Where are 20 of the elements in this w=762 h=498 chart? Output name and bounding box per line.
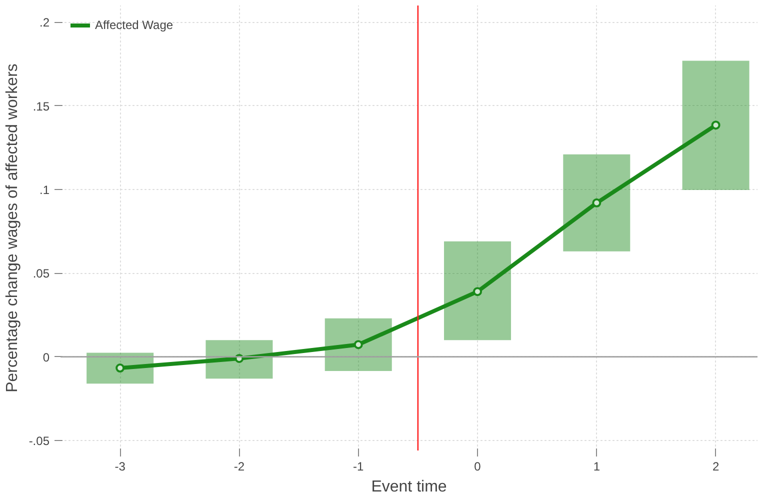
y-tick-label: -.05 [28, 434, 50, 448]
point [116, 364, 125, 373]
y-axis-title: Percentage change wages of affected workers [4, 64, 21, 392]
point [592, 198, 602, 208]
x-tick-label: 0 [474, 460, 482, 474]
x-tick-label: -2 [234, 460, 245, 474]
x-tick-label: -3 [114, 460, 126, 474]
y-tick-label: .15 [32, 99, 50, 114]
x-axis-title: Event time [371, 478, 447, 496]
point [711, 120, 720, 130]
y-tick-label: .1 [39, 183, 50, 198]
x-tick-label: -1 [353, 460, 364, 474]
x-tick-label: 1 [593, 460, 600, 474]
y-tick-label: .05 [32, 266, 50, 281]
point [354, 340, 363, 350]
legend-label: Affected Wage [95, 18, 174, 32]
point [473, 287, 482, 296]
y-tick-label: .2 [39, 16, 50, 30]
x-tick-label: 2 [712, 460, 720, 474]
y-tick-label: 0 [42, 350, 50, 364]
